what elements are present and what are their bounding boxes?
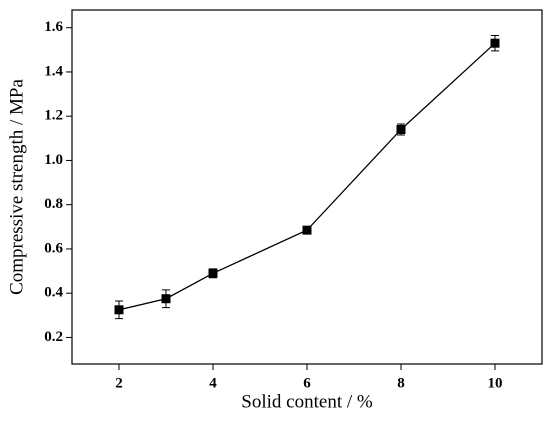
x-axis-label: Solid content / % <box>241 391 373 412</box>
plot-frame <box>71 9 543 365</box>
y-tick-label: 0.2 <box>44 329 63 345</box>
y-tick-label: 0.8 <box>44 196 63 212</box>
y-tick-label: 1.6 <box>44 19 63 35</box>
y-tick-label: 0.6 <box>44 240 63 256</box>
y-axis-label: Compressive strength / MPa <box>6 79 27 295</box>
data-line <box>118 42 496 311</box>
x-tick-label: 2 <box>115 375 123 391</box>
marker <box>161 294 171 304</box>
y-tick-label: 1.0 <box>44 152 63 168</box>
x-tick-label: 10 <box>488 375 503 391</box>
y-tick-label: 1.2 <box>44 108 63 124</box>
y-tick-label: 0.4 <box>44 285 63 301</box>
x-tick-label: 6 <box>303 375 311 391</box>
y-tick-label: 1.4 <box>44 63 63 79</box>
marker <box>302 225 312 235</box>
x-tick-label: 4 <box>209 375 217 391</box>
marker <box>114 305 124 315</box>
marker <box>208 268 218 278</box>
x-tick-label: 8 <box>397 375 405 391</box>
marker <box>490 38 500 48</box>
marker <box>396 124 406 134</box>
